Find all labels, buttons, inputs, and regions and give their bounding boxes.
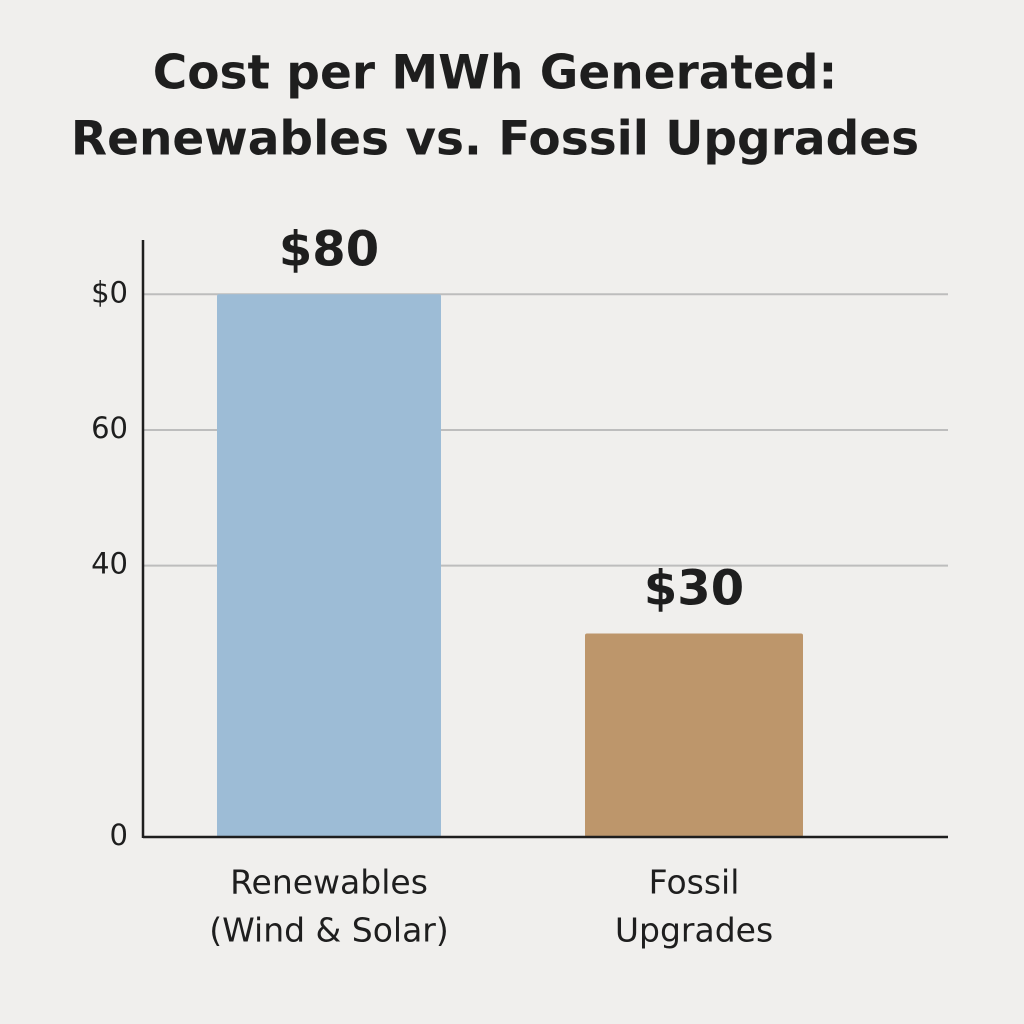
y-tick-label: 40 — [91, 547, 128, 581]
y-tick-label: 60 — [91, 411, 128, 445]
data-label: $80 — [279, 221, 379, 277]
x-tick-label: Renewables — [230, 863, 428, 902]
y-tick-label: $0 — [91, 275, 128, 309]
x-tick-label: Fossil — [649, 863, 740, 902]
x-tick-label: Upgrades — [615, 911, 773, 950]
chart-title: Renewables vs. Fossil Upgrades — [71, 112, 919, 167]
data-label: $30 — [644, 560, 744, 616]
chart-title: Cost per MWh Generated: — [153, 46, 838, 101]
bar — [585, 633, 803, 837]
x-tick-label: (Wind & Solar) — [209, 911, 449, 950]
bar — [217, 294, 441, 838]
y-tick-label: 0 — [110, 818, 128, 852]
